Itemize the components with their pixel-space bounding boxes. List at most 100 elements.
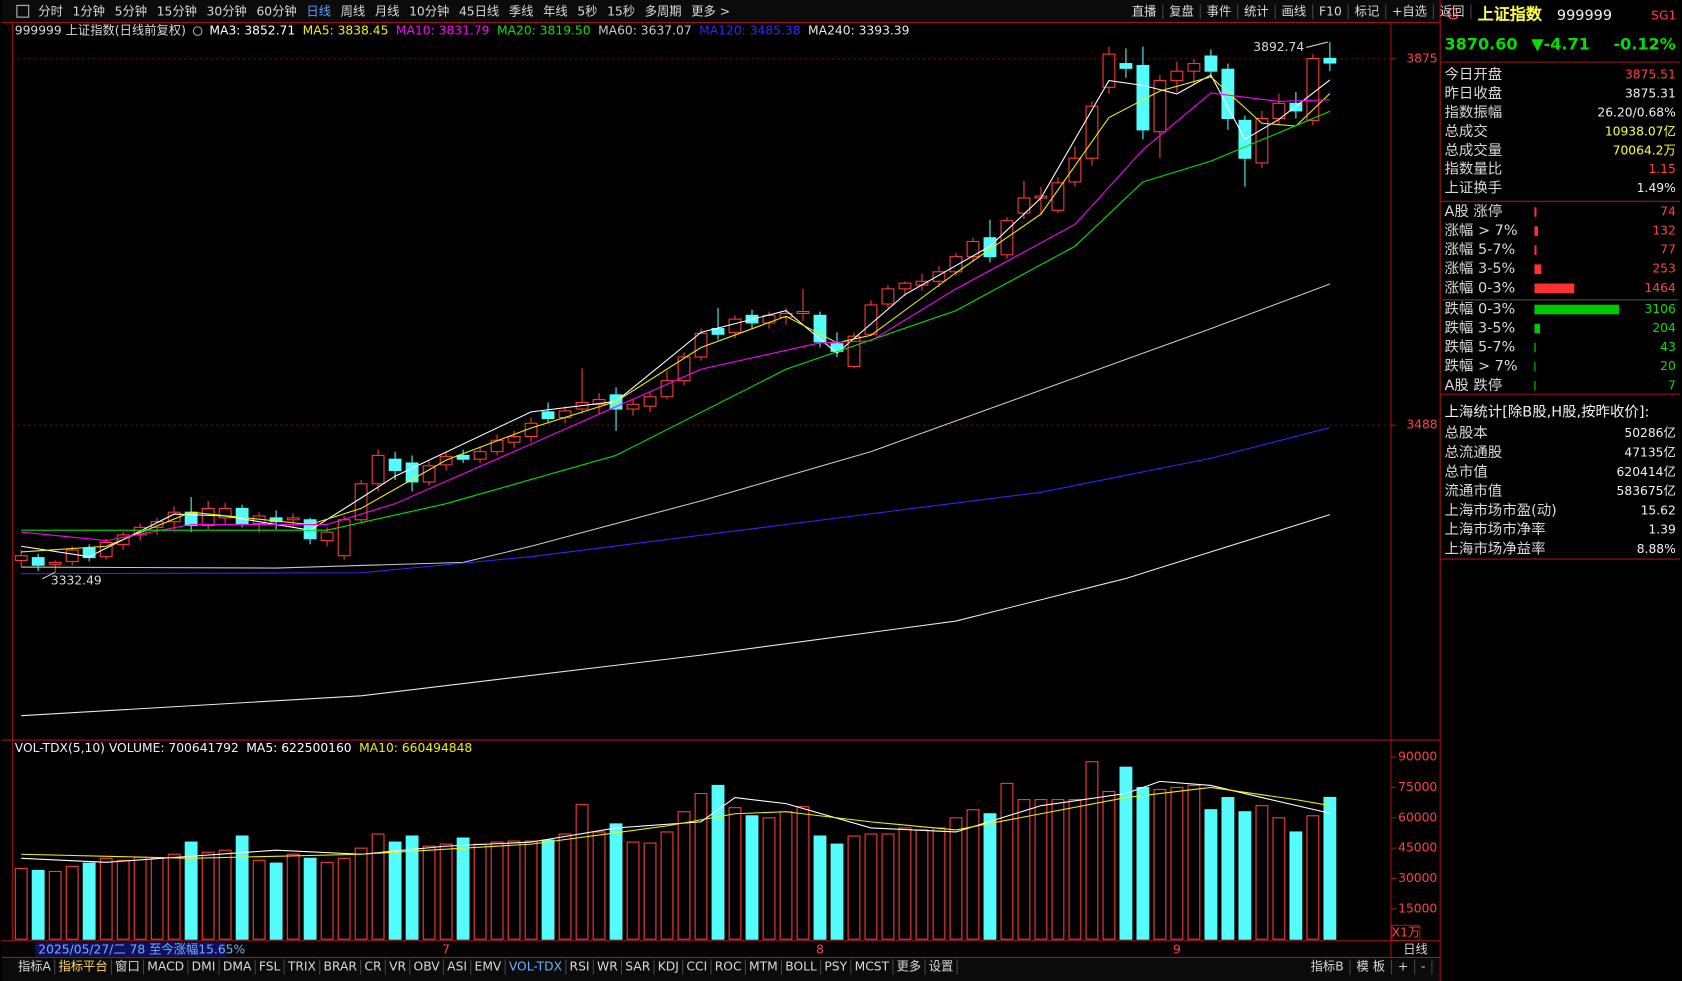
menu-icon[interactable] bbox=[16, 4, 30, 18]
indicator-tab[interactable]: ASI bbox=[447, 960, 467, 974]
indicator-tab[interactable]: TRIX bbox=[287, 960, 317, 974]
indicator-tab[interactable]: KDJ bbox=[658, 960, 679, 974]
indicator-tab[interactable]: DMI bbox=[192, 960, 216, 974]
indicator-tab[interactable]: MACD bbox=[147, 960, 184, 974]
breadth-label: 涨幅 0-3% bbox=[1444, 279, 1515, 296]
candle-body bbox=[201, 507, 215, 526]
period-tab[interactable]: 5秒 bbox=[577, 4, 597, 18]
tool-button[interactable]: 统计 bbox=[1244, 4, 1269, 18]
tool-button[interactable]: 画线 bbox=[1282, 4, 1307, 18]
period-tab[interactable]: 15秒 bbox=[607, 4, 635, 18]
candle-body bbox=[82, 547, 96, 559]
volume-bar bbox=[1187, 784, 1201, 940]
indicator-tab[interactable]: 设置 bbox=[929, 960, 954, 974]
indicator-tab[interactable]: DMA bbox=[223, 960, 252, 974]
tool-button[interactable]: 事件 bbox=[1207, 4, 1232, 18]
candle-body bbox=[14, 555, 28, 562]
period-tab[interactable]: 月线 bbox=[375, 4, 400, 18]
y-tick-label: 45000 bbox=[1398, 841, 1437, 855]
tool-button[interactable]: +自选 bbox=[1392, 4, 1427, 18]
indicator-tab[interactable]: PSY bbox=[824, 960, 847, 974]
indicator-tab[interactable]: 指标平台 bbox=[58, 959, 107, 974]
legend-entry: MA5: 3838.45 bbox=[303, 24, 389, 38]
volume-bar bbox=[354, 847, 368, 940]
volume-title: VOL-TDX(5,10) VOLUME: 700641792 bbox=[15, 741, 239, 755]
period-tab[interactable]: 1分钟 bbox=[73, 3, 105, 18]
tool-button[interactable]: F10 bbox=[1319, 4, 1342, 18]
volume-bar bbox=[507, 840, 521, 940]
indicator-tab[interactable]: EMV bbox=[475, 960, 502, 974]
period-tab[interactable]: 30分钟 bbox=[207, 3, 247, 18]
indicator-tab[interactable]: CCI bbox=[686, 960, 707, 974]
volume-bar bbox=[235, 835, 249, 940]
volume-bar bbox=[1289, 831, 1303, 940]
candle-body bbox=[405, 462, 419, 483]
period-tab[interactable]: 10分钟 bbox=[409, 3, 449, 18]
indicator-tab[interactable]: VOL-TDX bbox=[509, 960, 563, 974]
volume-bar bbox=[82, 862, 96, 940]
period-tab[interactable]: 周线 bbox=[341, 4, 366, 18]
period-tab[interactable]: 日线 bbox=[306, 4, 331, 18]
high-mark: 3892.74 bbox=[1253, 40, 1304, 54]
indicator-tab[interactable]: 模 板 bbox=[1356, 960, 1385, 974]
indicator-tab[interactable]: + bbox=[1398, 960, 1408, 974]
indicator-tab[interactable]: 指标B bbox=[1311, 959, 1344, 974]
indicator-tab[interactable]: SAR bbox=[625, 960, 650, 974]
candle-body bbox=[456, 454, 470, 460]
volume-bar bbox=[898, 827, 912, 940]
summary-value: 1.39 bbox=[1648, 523, 1675, 537]
period-tab[interactable]: 60分钟 bbox=[256, 3, 296, 18]
indicator-tab[interactable]: 窗口 bbox=[115, 960, 140, 974]
candle-body bbox=[1017, 197, 1031, 214]
ma-line bbox=[21, 74, 1331, 558]
indicator-tab[interactable]: ROC bbox=[715, 960, 742, 974]
candle-body bbox=[473, 451, 487, 460]
period-tab[interactable]: 45日线 bbox=[459, 4, 499, 18]
indicator-tab[interactable]: BRAR bbox=[323, 960, 357, 974]
volume-bar bbox=[626, 841, 640, 940]
candle-body bbox=[1289, 102, 1303, 112]
tool-button[interactable]: 返回 bbox=[1440, 4, 1465, 18]
indicator-tab[interactable]: CR bbox=[364, 960, 382, 974]
breadth-count: 3106 bbox=[1645, 302, 1676, 316]
volume-bar bbox=[660, 831, 674, 940]
indicator-tab[interactable]: 更多 bbox=[897, 960, 922, 974]
ma-line bbox=[21, 514, 1331, 717]
period-tab[interactable]: 更多 > bbox=[691, 4, 730, 18]
period-tab[interactable]: 15分钟 bbox=[157, 3, 197, 18]
indicator-tab[interactable]: RSI bbox=[570, 960, 590, 974]
breadth-count: 204 bbox=[1652, 321, 1676, 335]
period-tab[interactable]: 多周期 bbox=[645, 4, 682, 18]
indicator-tab[interactable]: VR bbox=[389, 960, 406, 974]
period-tab[interactable]: 年线 bbox=[543, 4, 568, 18]
volume-bar bbox=[1153, 788, 1167, 940]
legend-entry: MA10: 660494848 bbox=[359, 741, 472, 755]
candle-body bbox=[1119, 63, 1133, 69]
stat-label: 昨日收盘 bbox=[1444, 84, 1502, 102]
period-tab[interactable]: 5分钟 bbox=[115, 3, 147, 18]
indicator-tab[interactable]: MTM bbox=[749, 960, 778, 974]
candle-body bbox=[1272, 102, 1286, 120]
period-tab[interactable]: 分时 bbox=[38, 4, 63, 18]
volume-bar bbox=[371, 833, 385, 940]
volume-bar bbox=[14, 867, 28, 940]
indicator-tab[interactable]: MCST bbox=[855, 960, 890, 974]
summary-label: 上海市场市盈(动) bbox=[1444, 502, 1556, 519]
candle-body bbox=[150, 521, 164, 528]
indicator-tab[interactable]: 指标A bbox=[18, 959, 52, 974]
tool-button[interactable]: 标记 bbox=[1355, 4, 1380, 18]
indicator-tab[interactable]: OBV bbox=[414, 960, 441, 974]
candle-body bbox=[813, 314, 827, 343]
summary-value: 8.88% bbox=[1637, 542, 1676, 556]
volume-bar bbox=[167, 853, 181, 940]
summary-value: 15.62 bbox=[1641, 503, 1676, 517]
indicator-tab[interactable]: WR bbox=[597, 960, 618, 974]
candle-body bbox=[1153, 80, 1167, 133]
tool-button[interactable]: 复盘 bbox=[1169, 3, 1194, 18]
indicator-tab[interactable]: BOLL bbox=[785, 960, 817, 974]
period-tab[interactable]: 季线 bbox=[509, 4, 534, 18]
indicator-tab[interactable]: FSL bbox=[259, 960, 281, 974]
tool-button[interactable]: 直播 bbox=[1132, 4, 1157, 18]
indicator-tab[interactable]: - bbox=[1421, 960, 1425, 974]
candle-body bbox=[677, 356, 691, 382]
